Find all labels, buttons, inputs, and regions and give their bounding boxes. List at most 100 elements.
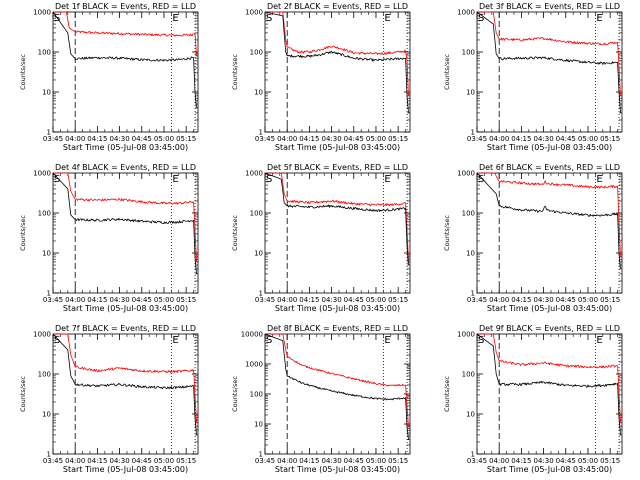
panel-title: Det 5f BLACK = Events, RED = LLD bbox=[267, 163, 408, 172]
events-series-line bbox=[52, 333, 197, 435]
y-tick-label: 10 bbox=[42, 89, 51, 97]
x-tick-label: 05:00 bbox=[578, 457, 598, 465]
x-tick-label: 05:00 bbox=[578, 135, 598, 143]
x-axis-label: Start Time (05-Jul-08 03:45:00) bbox=[63, 465, 188, 474]
lld-series-line bbox=[53, 172, 197, 262]
x-tick-label: 03:45 bbox=[255, 457, 275, 465]
x-tick-label: 04:45 bbox=[556, 457, 576, 465]
x-tick-label: 05:00 bbox=[154, 296, 174, 304]
x-tick-label: 04:15 bbox=[87, 135, 107, 143]
end-marker-label: E bbox=[384, 335, 390, 346]
panel-det-8f: Det 8f BLACK = Events, RED = LLD 1 10 100 10… bbox=[231, 324, 411, 474]
end-marker-label: E bbox=[172, 335, 178, 346]
start-marker-label: S bbox=[54, 335, 60, 346]
plot-frame bbox=[52, 333, 199, 455]
events-series-line bbox=[476, 172, 621, 269]
events-series-line bbox=[52, 172, 197, 274]
start-marker-label: S bbox=[478, 13, 484, 24]
y-tick-label: 100 bbox=[250, 49, 263, 57]
x-tick-label: 04:30 bbox=[533, 135, 553, 143]
x-tick-label: 04:15 bbox=[87, 457, 107, 465]
x-tick-label: 04:30 bbox=[533, 457, 553, 465]
x-tick-label: 05:00 bbox=[366, 457, 386, 465]
x-tick-label: 04:45 bbox=[344, 457, 364, 465]
y-tick-label: 10 bbox=[42, 411, 51, 419]
y-tick-label: 1 bbox=[47, 451, 51, 459]
panel-title: Det 7f BLACK = Events, RED = LLD bbox=[55, 324, 196, 333]
start-marker-label: S bbox=[266, 13, 272, 24]
lld-series-line bbox=[477, 172, 621, 257]
y-tick-label: 100 bbox=[462, 49, 475, 57]
x-axis-label: Start Time (05-Jul-08 03:45:00) bbox=[63, 304, 188, 313]
plot-frame bbox=[476, 333, 623, 455]
lld-series-line bbox=[53, 333, 197, 423]
x-tick-label: 04:30 bbox=[109, 296, 129, 304]
x-tick-label: 04:15 bbox=[87, 296, 107, 304]
x-tick-label: 04:45 bbox=[132, 135, 152, 143]
x-tick-label: 04:45 bbox=[132, 457, 152, 465]
y-tick-label: 1 bbox=[47, 290, 51, 298]
panel-title: Det 1f BLACK = Events, RED = LLD bbox=[55, 2, 196, 11]
y-tick-label: 1000 bbox=[457, 9, 475, 17]
plot-frame bbox=[264, 333, 411, 455]
x-tick-label: 05:00 bbox=[366, 135, 386, 143]
y-axis-label: Counts/sec bbox=[443, 376, 451, 412]
end-marker-label: E bbox=[172, 174, 178, 185]
plot-frame bbox=[52, 11, 199, 133]
x-tick-label: 04:15 bbox=[511, 457, 531, 465]
y-tick-label: 1000 bbox=[33, 331, 51, 339]
plot-frame bbox=[476, 11, 623, 133]
events-series-line bbox=[52, 11, 197, 108]
x-tick-label: 04:45 bbox=[132, 296, 152, 304]
lld-series-line bbox=[265, 11, 409, 96]
x-tick-label: 03:45 bbox=[467, 296, 487, 304]
plot-frame bbox=[52, 172, 199, 294]
x-tick-label: 05:15 bbox=[176, 296, 196, 304]
x-tick-label: 04:30 bbox=[321, 296, 341, 304]
lld-series-line bbox=[53, 11, 197, 56]
panel-det-7f: Det 7f BLACK = Events, RED = LLD 1 10 100 10… bbox=[19, 324, 199, 474]
end-marker-label: E bbox=[172, 13, 178, 24]
y-tick-label: 100 bbox=[250, 391, 263, 399]
x-tick-label: 05:15 bbox=[176, 135, 196, 143]
x-tick-label: 04:00 bbox=[277, 296, 297, 304]
panel-det-6f: Det 6f BLACK = Events, RED = LLD 1 10 100 10… bbox=[443, 163, 623, 313]
x-tick-label: 05:00 bbox=[578, 296, 598, 304]
x-tick-label: 04:00 bbox=[489, 457, 509, 465]
x-tick-label: 03:45 bbox=[467, 135, 487, 143]
plot-frame bbox=[476, 172, 623, 294]
x-tick-label: 04:15 bbox=[299, 457, 319, 465]
x-tick-label: 04:30 bbox=[321, 135, 341, 143]
events-series-line bbox=[476, 333, 621, 435]
x-axis-label: Start Time (05-Jul-08 03:45:00) bbox=[487, 304, 612, 313]
x-tick-label: 04:15 bbox=[299, 135, 319, 143]
x-tick-label: 05:15 bbox=[176, 457, 196, 465]
panel-det-2f: Det 2f BLACK = Events, RED = LLD 1 10 100 10… bbox=[231, 2, 411, 152]
panel-title: Det 2f BLACK = Events, RED = LLD bbox=[267, 2, 408, 11]
x-axis-label: Start Time (05-Jul-08 03:45:00) bbox=[275, 304, 400, 313]
panel-title: Det 3f BLACK = Events, RED = LLD bbox=[479, 2, 620, 11]
x-tick-label: 03:45 bbox=[43, 457, 63, 465]
x-tick-label: 03:45 bbox=[43, 296, 63, 304]
x-tick-label: 04:00 bbox=[489, 135, 509, 143]
lld-series-line bbox=[265, 172, 409, 262]
y-tick-label: 1 bbox=[259, 451, 263, 459]
plot-frame bbox=[264, 172, 411, 294]
y-tick-label: 1000 bbox=[245, 9, 263, 17]
x-axis-label: Start Time (05-Jul-08 03:45:00) bbox=[487, 465, 612, 474]
x-axis-label: Start Time (05-Jul-08 03:45:00) bbox=[487, 143, 612, 152]
x-tick-label: 04:00 bbox=[65, 135, 85, 143]
panel-title: Det 9f BLACK = Events, RED = LLD bbox=[479, 324, 620, 333]
y-axis-label: Counts/sec bbox=[19, 215, 27, 251]
lld-series-line bbox=[477, 11, 621, 96]
y-tick-label: 100 bbox=[462, 210, 475, 218]
x-tick-label: 03:45 bbox=[43, 135, 63, 143]
y-tick-label: 1000 bbox=[245, 361, 263, 369]
x-tick-label: 05:15 bbox=[388, 457, 408, 465]
x-tick-label: 04:30 bbox=[321, 457, 341, 465]
y-axis-label: Counts/sec bbox=[443, 54, 451, 90]
start-marker-label: S bbox=[478, 335, 484, 346]
panel-det-5f: Det 5f BLACK = Events, RED = LLD 1 10 100 10… bbox=[231, 163, 411, 313]
y-tick-label: 100 bbox=[38, 49, 51, 57]
